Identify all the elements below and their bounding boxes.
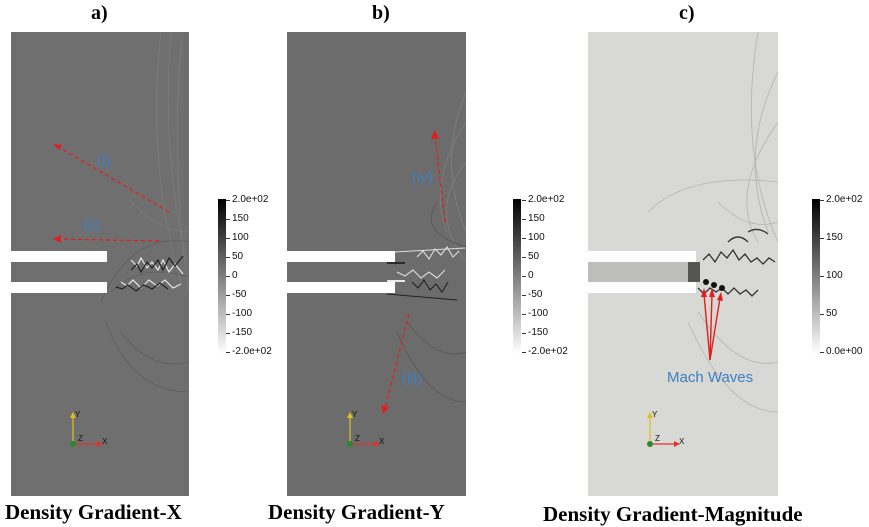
colorbar-a-tick: 0 bbox=[226, 270, 238, 281]
axis-label-y: Y bbox=[352, 410, 358, 419]
colorbar-c-tick: 2.0e+02 bbox=[819, 194, 863, 205]
colorbar-b-tick: 100 bbox=[522, 232, 545, 243]
axis-label-z: Z bbox=[78, 434, 83, 443]
axis-label-x: X bbox=[102, 437, 108, 446]
colorbar-a-tick: -100 bbox=[225, 308, 253, 319]
annotation-iv: (iv) bbox=[412, 169, 433, 186]
colorbar-c-tick: 100 bbox=[820, 270, 843, 281]
colorbar-b-tick: -2.0e+02 bbox=[522, 346, 568, 357]
axis-label-z: Z bbox=[355, 434, 360, 443]
panel-c-title: Density Gradient-Magnitude bbox=[543, 502, 803, 526]
axis-label-y: Y bbox=[75, 410, 81, 419]
colorbar-a-tick: -2.0e+02 bbox=[226, 346, 272, 357]
density-gradient-x-field bbox=[11, 32, 189, 496]
colorbar-c-tick: 0.0e+00 bbox=[819, 346, 863, 357]
annotation-ii: (ii) bbox=[83, 217, 100, 234]
colorbar-b-tick: 150 bbox=[522, 213, 545, 224]
axis-label-y: Y bbox=[652, 410, 658, 419]
colorbar-a-tick: 50 bbox=[225, 251, 244, 262]
colorbar-c bbox=[812, 199, 820, 354]
colorbar-c-tick: 50 bbox=[819, 308, 838, 319]
annotation-iii: (iii) bbox=[402, 370, 422, 387]
colorbar-b-tick: 50 bbox=[521, 251, 540, 262]
colorbar-b-tick: -50 bbox=[521, 289, 543, 300]
annotation-mach-waves: Mach Waves bbox=[667, 369, 754, 386]
axis-label-z: Z bbox=[655, 434, 660, 443]
panel-b-letter: b) bbox=[372, 2, 390, 24]
colorbar-b-tick: 2.0e+02 bbox=[521, 194, 565, 205]
axis-label-x: X bbox=[379, 437, 385, 446]
density-gradient-magnitude-field bbox=[588, 32, 778, 496]
colorbar-a-tick: 2.0e+02 bbox=[225, 194, 269, 205]
colorbar-b bbox=[513, 199, 521, 354]
colorbar-a-tick: 150 bbox=[226, 213, 249, 224]
colorbar-c-tick: 150 bbox=[820, 232, 843, 243]
colorbar-b-tick: -150 bbox=[521, 327, 549, 338]
colorbar-b-tick: -100 bbox=[521, 308, 549, 319]
axis-label-x: X bbox=[679, 437, 685, 446]
colorbar-a bbox=[218, 199, 226, 354]
panel-a-title: Density Gradient-X bbox=[5, 500, 182, 524]
density-gradient-y-field bbox=[287, 32, 466, 496]
colorbar-a-tick: -150 bbox=[225, 327, 253, 338]
panel-c-letter: c) bbox=[679, 2, 695, 24]
colorbar-a-tick: 100 bbox=[226, 232, 249, 243]
panel-b-title: Density Gradient-Y bbox=[268, 500, 445, 524]
panel-a-letter: a) bbox=[91, 2, 108, 24]
colorbar-b-tick: 0 bbox=[522, 270, 534, 281]
colorbar-a-tick: -50 bbox=[225, 289, 247, 300]
annotation-i: (i) bbox=[97, 152, 111, 169]
